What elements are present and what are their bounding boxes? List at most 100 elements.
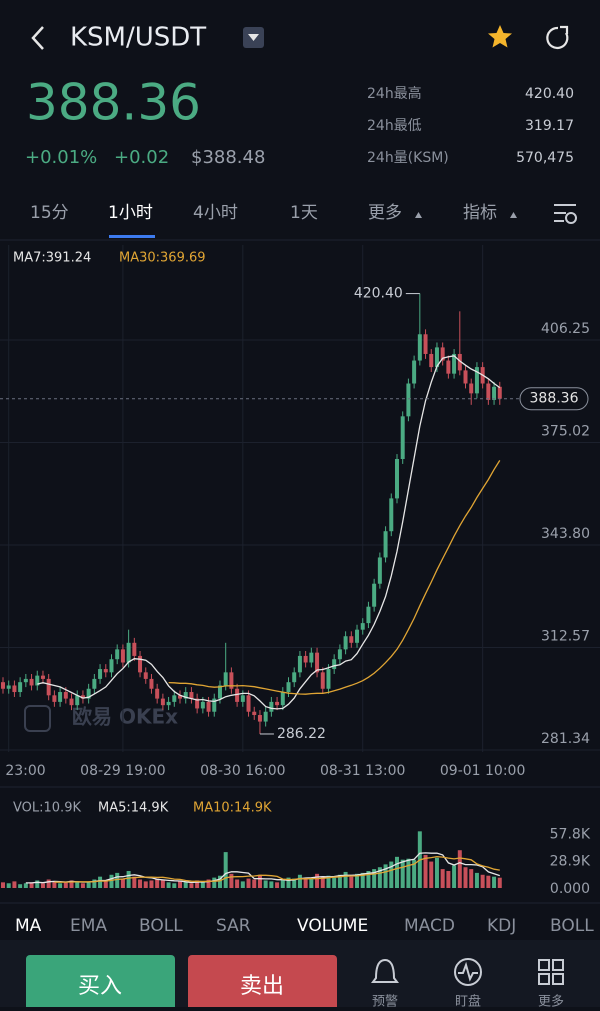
indicator-tab[interactable]: MA [15, 916, 42, 936]
candle-body [23, 678, 28, 683]
candle-body [6, 685, 11, 689]
volume-bar [75, 881, 80, 888]
volume-bar [452, 865, 457, 888]
candle-body [35, 675, 40, 686]
volume-bar [206, 879, 211, 888]
volume-bar [275, 882, 280, 888]
icon-square [538, 959, 550, 971]
stat-value: 319.17 [525, 118, 574, 134]
volume-bar [343, 871, 348, 888]
volume-bar [377, 867, 382, 888]
tool-label: 预警 [372, 994, 398, 1008]
candle-body [40, 675, 45, 679]
volume-bar [23, 883, 28, 888]
y-tick-label: 406.25 [541, 321, 590, 337]
candle-body [200, 701, 205, 709]
indicator-tab[interactable]: SAR [216, 916, 251, 936]
candle-body [440, 347, 445, 361]
volume-bar [320, 876, 325, 888]
sell-button[interactable] [188, 955, 337, 1011]
y-tick-label: 343.80 [541, 526, 590, 542]
pair-title[interactable]: KSM/USDT [70, 23, 206, 53]
candle-body [366, 606, 371, 624]
candle-body [109, 659, 114, 673]
volume-legend: MA10:14.9K [193, 801, 272, 816]
back-button[interactable] [31, 26, 44, 50]
indicator-tab[interactable]: BOLL [550, 916, 594, 936]
active-tab-underline [109, 235, 155, 238]
volume-bar [394, 856, 399, 888]
candle-body [92, 678, 97, 689]
volume-bar [240, 881, 245, 888]
volume-bar [486, 875, 491, 888]
candle-body [269, 701, 274, 712]
candle-body [492, 386, 497, 400]
candle-body [429, 353, 434, 368]
more-icon[interactable] [538, 959, 564, 985]
indicator-tab[interactable]: VOLUME [297, 916, 368, 936]
chart-settings-icon[interactable] [554, 204, 577, 224]
icon-square [552, 959, 564, 971]
timeframe-tab[interactable]: 15分 [30, 203, 69, 223]
candle-body [412, 360, 417, 384]
y-tick-label: 0.000 [550, 881, 590, 897]
candle-body [223, 672, 228, 686]
icon-square [538, 973, 550, 985]
volume-bar [423, 854, 428, 888]
ma-line [168, 460, 501, 695]
watch-icon-pulse [458, 961, 478, 982]
candle-body [275, 701, 280, 706]
candle-body [86, 688, 91, 699]
candle-body [292, 672, 297, 683]
volume-bar [223, 852, 228, 888]
candle-body [326, 669, 331, 689]
volume-bar [217, 875, 222, 888]
volume-bar [18, 884, 23, 888]
indicator-tab[interactable]: MACD [404, 916, 455, 936]
candle-body [389, 498, 394, 532]
volume-bar [263, 880, 268, 888]
indicator-tab[interactable]: EMA [70, 916, 107, 936]
share-icon-arrow [560, 25, 569, 34]
alert-icon[interactable] [371, 958, 399, 983]
volume-bar [326, 875, 331, 888]
volume-bar [6, 883, 11, 888]
volume-bar [355, 873, 360, 888]
candle-body [252, 711, 257, 716]
timeframe-tab[interactable]: 指标 [463, 203, 497, 223]
candle-body [120, 649, 125, 663]
volume-bar [115, 872, 120, 888]
stat-label: 24h最低 [367, 118, 422, 134]
volume-bar [292, 878, 297, 888]
timeframe-tabs: 15分 1小时 4小时 1天 更多 指标 [30, 203, 517, 238]
candle-body [463, 370, 468, 384]
change-amount: +0.02 [114, 147, 169, 168]
timeframe-tab[interactable]: 1小时 [108, 203, 153, 223]
candle-body [400, 416, 405, 459]
candle-body [1, 682, 5, 689]
timeframe-tab[interactable]: 更多 [368, 203, 402, 223]
volume-bar [40, 883, 45, 888]
candle-body [332, 659, 337, 670]
watch-icon[interactable] [454, 958, 482, 986]
indicator-tab[interactable]: KDJ [487, 916, 516, 936]
favorite-star[interactable] [488, 25, 512, 48]
candle-body [63, 692, 68, 699]
candle-body [355, 629, 360, 643]
candle-body [126, 642, 131, 663]
low-label: 286.22 [277, 726, 326, 742]
volume-bar [434, 857, 439, 888]
candle-body [263, 711, 268, 722]
volume-bar [315, 873, 320, 888]
share-icon[interactable] [546, 26, 569, 50]
indicator-tab[interactable]: BOLL [139, 916, 183, 936]
timeframe-tab[interactable]: 1天 [290, 203, 318, 223]
volume-bar [235, 879, 240, 888]
candle-body [58, 692, 63, 702]
timeframe-tab[interactable]: 4小时 [193, 203, 238, 223]
stat-value: 420.40 [525, 86, 574, 102]
candle-body [337, 649, 342, 660]
candle-body [394, 458, 399, 499]
candle-body [406, 383, 411, 417]
buy-button[interactable] [26, 955, 175, 1011]
